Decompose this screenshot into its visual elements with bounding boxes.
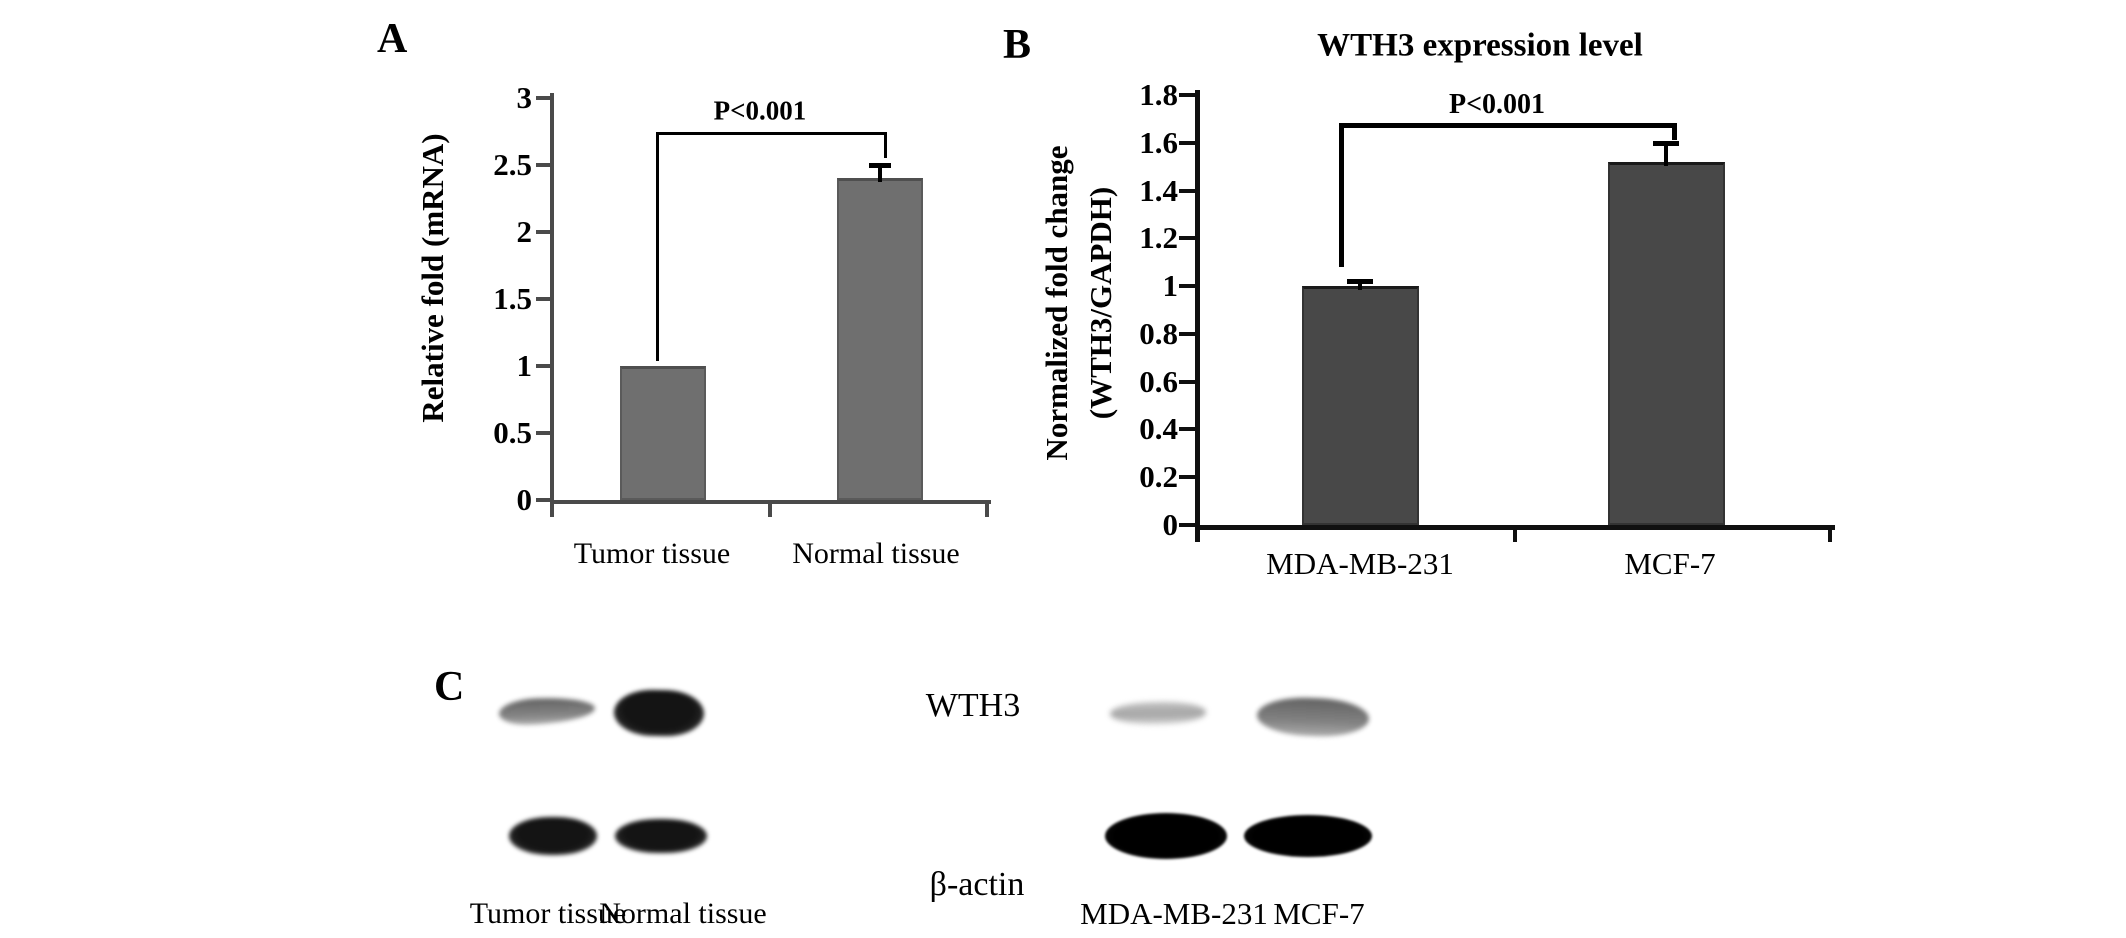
- blot-lane-label-mda-mb-231: MDA-MB-231: [1080, 896, 1268, 931]
- blot-lane-label-tumor-tissue: Tumor tissue: [469, 897, 627, 930]
- panel-b-x-tick-0: [1513, 525, 1517, 542]
- panel-b-error-cap-0: [1347, 279, 1373, 285]
- panel-b-y-tick-2: [1179, 427, 1195, 432]
- panel-b-y-tick-0: [1179, 523, 1195, 527]
- panel-a-pvalue-label: P<0.001: [713, 95, 807, 126]
- blot-band-WTH3-Tumor tissue: [498, 696, 596, 726]
- blot-band-WTH3-MDA-MB-231: [1109, 701, 1207, 725]
- panel-b-y-tick-label-8: 1.6: [1139, 124, 1178, 160]
- panel-b-bar-0: [1301, 286, 1419, 525]
- blot-lane-label-normal-tissue: Normal tissue: [599, 897, 767, 930]
- panel-a-y-tick-4: [536, 230, 550, 234]
- panel-b-error-cap-1: [1653, 140, 1679, 146]
- blot-band-WTH3-Normal tissue: [613, 689, 705, 737]
- panel-b-y-tick-3: [1179, 379, 1195, 384]
- panel-b-sig-bracket-top: [1339, 123, 1677, 128]
- panel-b-category-mcf-7: MCF-7: [1624, 546, 1716, 581]
- panel-a-y-axis: [550, 93, 554, 517]
- panel-b-y-tick-7: [1179, 188, 1195, 193]
- blot-lane-label-mcf-7: MCF-7: [1273, 896, 1365, 931]
- blot-row-label-beta-actin: β-actin: [929, 866, 1025, 903]
- panel-b-bar-1: [1607, 161, 1725, 525]
- panel-a-y-tick-2: [536, 364, 550, 368]
- blot-band-WTH3-MCF-7: [1256, 696, 1370, 738]
- panel-b-y-tick-8: [1179, 140, 1195, 145]
- panel-b-y-tick-4: [1179, 331, 1195, 336]
- panel-b-y-tick-1: [1179, 475, 1195, 480]
- panel-b-error-bar-1: [1664, 142, 1668, 166]
- panel-c-letter: C: [434, 664, 465, 710]
- panel-a-category-tumor-tissue: Tumor tissue: [573, 537, 731, 570]
- panel-b-y-tick-label-4: 0.8: [1139, 315, 1178, 351]
- panel-a-sig-bracket-top: [656, 132, 887, 135]
- panel-a-sig-bracket-left: [656, 132, 659, 361]
- blot-band-β-actin-MCF-7: [1244, 815, 1372, 857]
- panel-b-y-tick-label-3: 0.6: [1139, 363, 1178, 399]
- panel-b-x-tick-1: [1828, 525, 1832, 542]
- panel-a-y-tick-label-3: 1.5: [493, 281, 532, 316]
- panel-a-y-tick-0: [536, 498, 550, 502]
- panel-a-y-tick-label-6: 3: [516, 80, 533, 115]
- panel-b-y-tick-label-9: 1.8: [1139, 76, 1178, 112]
- panel-a-error-bar-1: [878, 165, 882, 183]
- panel-b-y-tick-label-7: 1.4: [1139, 172, 1178, 208]
- blot-row-label-wth3: WTH3: [925, 687, 1021, 724]
- blot-band-β-actin-MDA-MB-231: [1105, 813, 1227, 859]
- panel-a-letter: A: [377, 16, 408, 62]
- panel-b-y-tick-5: [1179, 284, 1195, 289]
- panel-a-x-tick-0: [768, 500, 772, 517]
- panel-a-y-tick-3: [536, 297, 550, 301]
- panel-b-y-tick-label-1: 0.2: [1139, 459, 1178, 495]
- panel-b-y-tick-label-2: 0.4: [1139, 411, 1178, 447]
- panel-a-y-tick-6: [536, 96, 550, 100]
- panel-a-sig-bracket-right: [884, 132, 887, 158]
- panel-b-y-axis: [1195, 90, 1200, 542]
- panel-b-y-tick-label-6: 1.2: [1139, 220, 1178, 256]
- panel-b-pvalue-label: P<0.001: [1448, 89, 1546, 120]
- panel-a-category-normal-tissue: Normal tissue: [792, 537, 960, 570]
- panel-a-y-tick-label-2: 1: [516, 348, 533, 383]
- panel-b-sig-bracket-left: [1339, 123, 1344, 267]
- panel-b-title: WTH3 expression level: [1317, 27, 1643, 64]
- panel-b-sig-bracket-right: [1672, 123, 1677, 140]
- panel-b-category-mda-mb-231: MDA-MB-231: [1266, 546, 1454, 581]
- panel-a-error-cap-1: [869, 163, 891, 168]
- panel-b-letter: B: [1003, 22, 1032, 68]
- panel-b-y-tick-label-0: 0: [1162, 507, 1179, 542]
- panel-a-bar-0: [620, 366, 706, 500]
- panel-a-y-tick-label-5: 2.5: [493, 147, 532, 182]
- panel-a-y-tick-label-0: 0: [516, 482, 533, 517]
- panel-a-x-tick-1: [985, 500, 989, 517]
- panel-a-y-tick-label-1: 0.5: [493, 415, 532, 450]
- panel-b-error-bar-0: [1358, 281, 1362, 291]
- panel-a-bar-1: [837, 178, 923, 500]
- blot-band-β-actin-Tumor tissue: [509, 817, 597, 855]
- panel-b-y-tick-label-5: 1: [1162, 268, 1179, 304]
- blot-band-β-actin-Normal tissue: [615, 819, 707, 853]
- panel-a-y-tick-label-4: 2: [516, 214, 533, 249]
- panel-a-y-tick-1: [536, 431, 550, 435]
- panel-b-y-tick-6: [1179, 236, 1195, 241]
- panel-b-y-tick-9: [1179, 92, 1195, 97]
- panel-a-y-tick-5: [536, 163, 550, 167]
